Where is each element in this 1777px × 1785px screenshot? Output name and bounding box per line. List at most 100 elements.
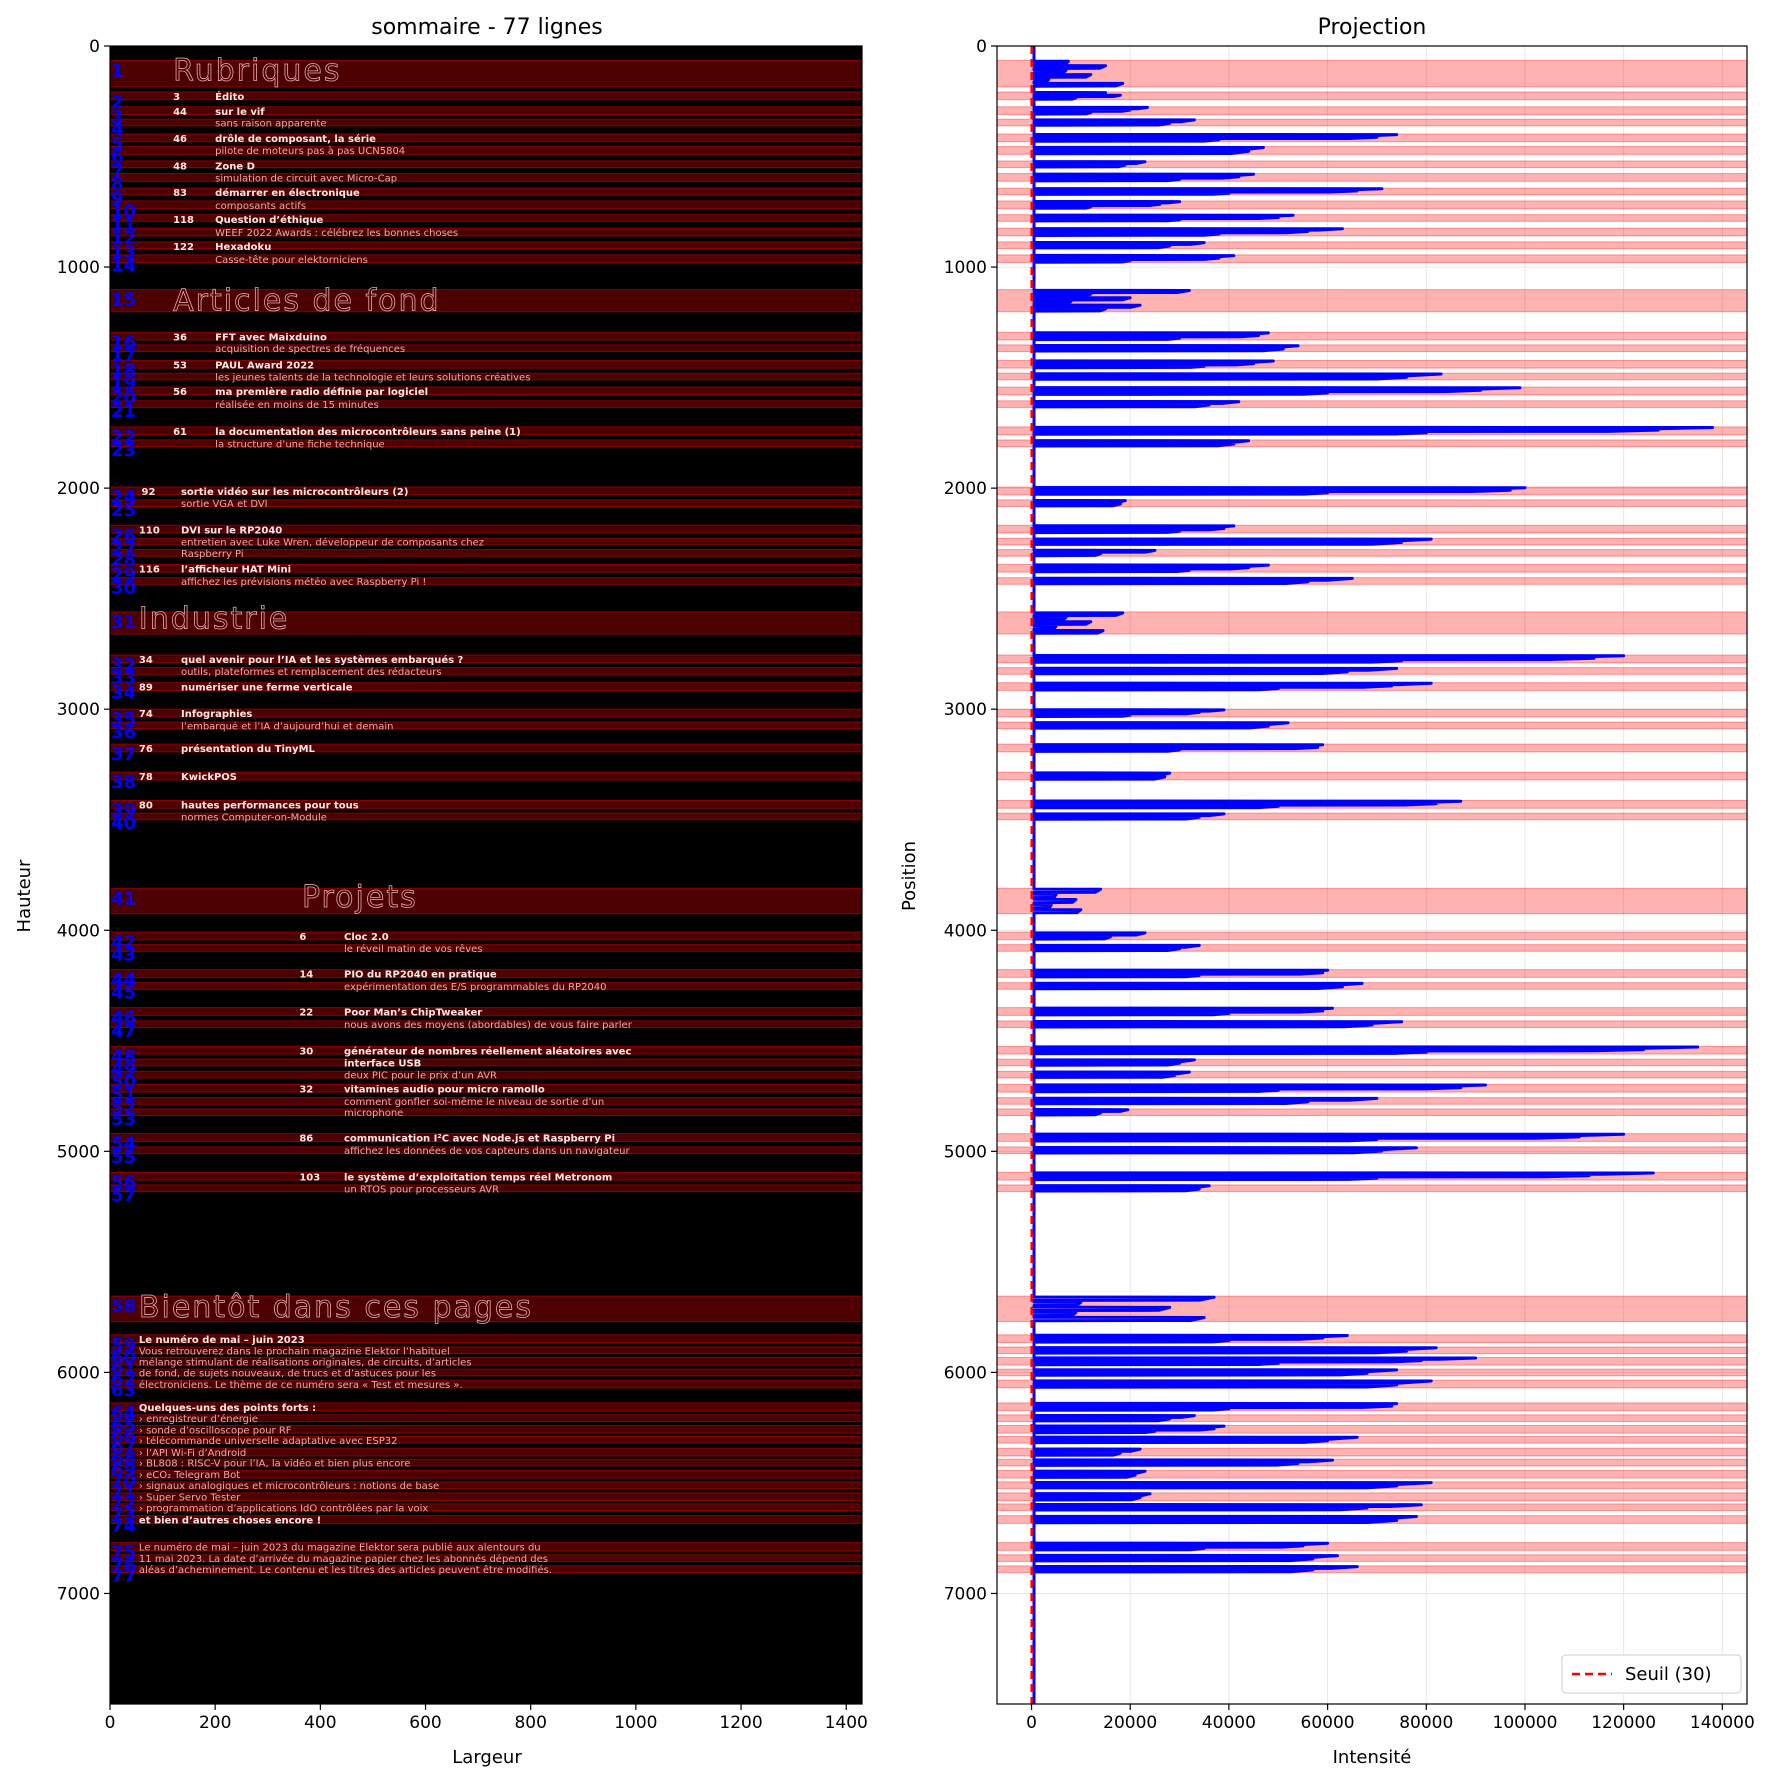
- line-number-label: 73: [111, 1504, 136, 1525]
- image-text-line: › signaux analogiques et microcontrôleur…: [139, 1480, 439, 1492]
- line-number-label: 52: [111, 1098, 136, 1119]
- line-number-label: 63: [111, 1380, 136, 1401]
- line-number-label: 64: [111, 1403, 136, 1424]
- image-text-line: sans raison apparente: [215, 118, 326, 129]
- line-number-label: 51: [111, 1084, 136, 1105]
- image-text-line: 61: [173, 427, 187, 438]
- line-number-label: 26: [111, 525, 136, 546]
- image-text-line: présentation du TinyML: [181, 743, 316, 755]
- image-text-line: sortie vidéo sur les microcontrôleurs (2…: [181, 486, 408, 498]
- image-text-line: un RTOS pour processeurs AVR: [344, 1184, 499, 1195]
- line-number-label: 67: [111, 1437, 136, 1458]
- line-number-label: 70: [111, 1470, 136, 1491]
- left-plot-frame: [109, 45, 863, 1705]
- image-text-line: réalisée en moins de 15 minutes: [215, 399, 379, 411]
- line-number-label: 17: [111, 345, 136, 366]
- image-text-line: WEEF 2022 Awards : célébrez les bonnes c…: [215, 227, 458, 239]
- left-x-tick-label: 800: [514, 1713, 546, 1733]
- line-number-label: 23: [111, 440, 136, 461]
- image-text-line: › télécommande universelle adaptative av…: [139, 1435, 398, 1447]
- left-y-tick-label: 4000: [57, 921, 100, 941]
- right-plot-area: 0 20000 40000 60000 80000 100000 120000 140000 0…: [944, 37, 1755, 1733]
- line-band: [109, 1295, 863, 1323]
- image-text-line: Infographies: [181, 709, 252, 720]
- line-number-label: 14: [111, 255, 136, 276]
- right-x-tick-label: 20000: [1103, 1713, 1157, 1733]
- image-text-line: sur le vif: [215, 107, 265, 118]
- image-text-line: générateur de nombres réellement aléatoi…: [344, 1045, 631, 1057]
- image-text-line: acquisition de spectres de fréquences: [215, 343, 405, 355]
- left-x-tick-label: 600: [409, 1713, 441, 1733]
- left-y-tick-label: 7000: [57, 1584, 100, 1604]
- line-number-label: 54: [111, 1134, 136, 1155]
- left-y-tick-label: 0: [89, 37, 100, 57]
- image-text-line: 14: [299, 970, 313, 981]
- image-text-line: Question d’éthique: [215, 214, 323, 226]
- right-y-tick-label: 0: [976, 37, 987, 57]
- left-x-tick-label: 1000: [614, 1713, 657, 1733]
- line-number-label: 43: [111, 945, 136, 966]
- projection-profile-line: [1032, 46, 1714, 1704]
- image-text-line: PAUL Award 2022: [215, 360, 314, 371]
- image-text-line: ma première radio définie par logiciel: [215, 386, 428, 398]
- line-number-label: 66: [111, 1425, 136, 1446]
- line-band: [109, 1007, 863, 1016]
- image-text-line: PIO du RP2040 en pratique: [344, 970, 497, 981]
- image-text-line: interface USB: [344, 1058, 421, 1069]
- right-chart-title: Projection: [1318, 15, 1427, 40]
- right-y-tick-label: 1000: [944, 258, 987, 278]
- line-band: [109, 1108, 863, 1117]
- image-text-line: aléas d’acheminement. Le contenu et les …: [139, 1564, 552, 1576]
- left-y-tick-label: 2000: [57, 479, 100, 499]
- line-number-label: 71: [111, 1482, 136, 1503]
- image-text-line: la documentation des microcontrôleurs sa…: [215, 426, 521, 438]
- line-number-label: 2: [111, 92, 124, 113]
- line-band: [109, 931, 863, 941]
- image-text-line: outils, plateformes et remplacement des …: [181, 666, 442, 678]
- left-x-tick-label: 1400: [825, 1713, 868, 1733]
- line-band: [109, 1058, 863, 1067]
- line-number-label: 7: [111, 161, 124, 182]
- left-chart-title: sommaire - 77 lignes: [371, 15, 603, 40]
- right-y-tick-label: 6000: [944, 1363, 987, 1383]
- image-text-line: › eCO₂ Telegram Bot: [139, 1470, 240, 1481]
- line-number-label: 18: [111, 360, 136, 381]
- legend: Seuil (30): [1561, 1654, 1742, 1694]
- line-number-label: 19: [111, 373, 136, 394]
- image-text-line: 3: [173, 92, 180, 103]
- left-y-tick-label: 3000: [57, 700, 100, 720]
- line-number-label: 72: [111, 1493, 136, 1514]
- image-text-line: entretien avec Luke Wren, développeur de…: [181, 537, 484, 549]
- image-text-line: Vous retrouverez dans le prochain magazi…: [139, 1346, 450, 1357]
- left-x-axis-label: Largeur: [452, 1747, 522, 1768]
- line-number-label: 68: [111, 1448, 136, 1469]
- image-text-line: 44: [173, 107, 187, 118]
- section-title: Articles de fond: [173, 284, 440, 319]
- line-number-label: 9: [111, 188, 124, 209]
- line-number-label: 20: [111, 387, 136, 408]
- line-number-label: 25: [111, 500, 136, 521]
- line-number-label: 46: [111, 1008, 136, 1029]
- line-number-label: 27: [111, 538, 136, 559]
- left-y-tick-label: 6000: [57, 1363, 100, 1383]
- image-text-line: normes Computer-on-Module: [181, 812, 327, 823]
- line-number-label: 21: [111, 401, 136, 422]
- left-x-tick-label: 0: [105, 1713, 116, 1733]
- line-number-label: 60: [111, 1347, 136, 1368]
- image-text-line: l’embarqué et l’IA d’aujourd’hui et dema…: [181, 720, 394, 732]
- image-text-line: 92: [142, 487, 156, 498]
- image-text-line: 76: [139, 744, 153, 755]
- right-x-tick-label: 80000: [1399, 1713, 1453, 1733]
- section-title: Rubriques: [173, 53, 341, 88]
- image-text-line: 122: [173, 242, 194, 253]
- image-text-line: 80: [139, 800, 153, 811]
- line-band: [109, 944, 863, 952]
- right-y-tick-label: 5000: [944, 1142, 987, 1162]
- line-number-label: 44: [111, 970, 136, 991]
- line-number-label: 12: [111, 228, 136, 249]
- image-text-line: KwickPOS: [181, 772, 237, 783]
- line-number-label: 77: [111, 1566, 136, 1587]
- line-number-label: 3: [111, 107, 124, 128]
- image-text-line: communication I²C avec Node.js et Raspbe…: [344, 1134, 615, 1145]
